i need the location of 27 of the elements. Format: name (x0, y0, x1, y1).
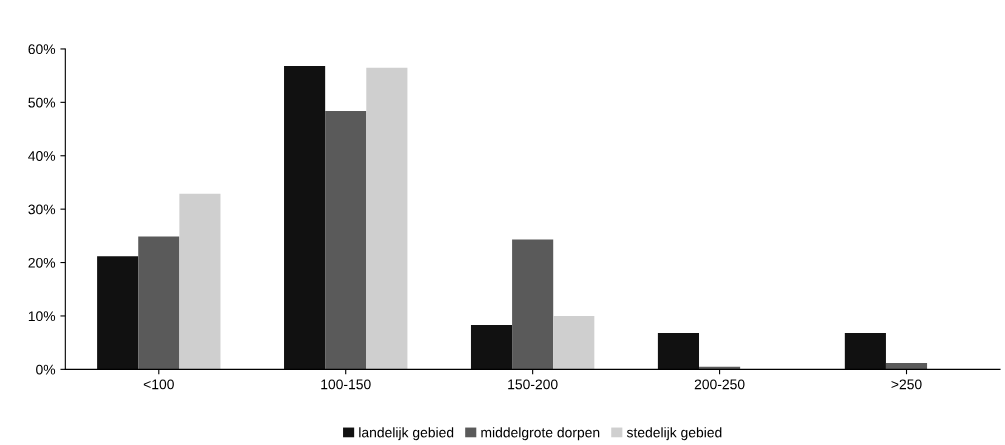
bar (885, 362, 928, 370)
x-tick-label: 150-200 (508, 379, 558, 390)
bar (97, 256, 139, 370)
bar (657, 333, 700, 370)
y-tick-label: 0% (36, 364, 56, 375)
bar (553, 315, 595, 370)
bar (366, 67, 408, 370)
y-tick-label: 40% (28, 151, 56, 161)
x-tick-label: 200-250 (694, 379, 745, 390)
legend-label: stedelijk gebied (626, 427, 722, 441)
y-tick-label: 20% (28, 257, 56, 268)
x-tick-label: >250 (891, 379, 922, 390)
bar (470, 325, 513, 370)
legend-label: middelgrote dorpen (481, 427, 600, 441)
legend-label: landelijk gebied (359, 427, 454, 441)
y-tick-label: 30% (28, 204, 56, 215)
y-tick-label: 10% (28, 311, 56, 322)
bar (179, 193, 221, 370)
y-tick-label: 60% (28, 44, 56, 55)
bar (844, 333, 886, 370)
bar (325, 110, 367, 370)
x-tick-label: <100 (143, 379, 174, 390)
bar (138, 236, 180, 370)
x-tick-label: 100-150 (321, 379, 371, 390)
y-tick-label: 50% (28, 97, 56, 108)
bar (284, 66, 326, 370)
bar (512, 239, 554, 370)
